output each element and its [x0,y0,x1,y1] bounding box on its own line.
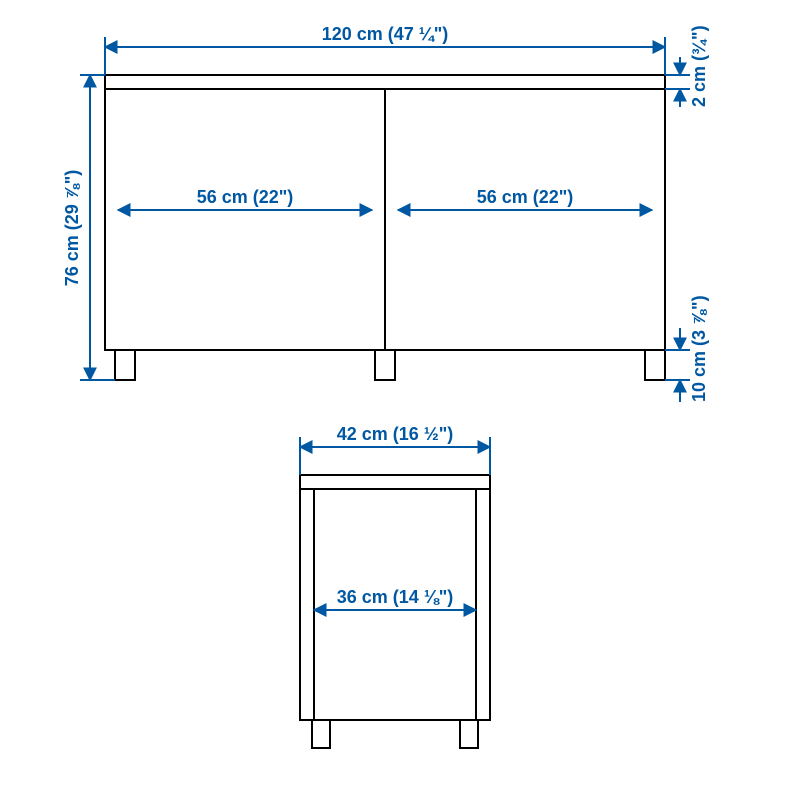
side-leg-2 [460,720,478,748]
front-leg-1 [115,350,135,380]
dim-inner-depth: 36 cm (14 ⅛") [314,587,476,610]
dim-total-width-label: 120 cm (47 ¼") [322,24,449,44]
dim-door-right: 56 cm (22") [398,187,652,210]
dim-total-height-label: 76 cm (29 ⅞") [62,170,82,287]
dim-total-width: 120 cm (47 ¼") [105,24,665,75]
dim-door-left: 56 cm (22") [118,187,372,210]
side-view: 42 cm (16 ½") 36 cm (14 ⅛") [300,424,490,748]
dim-inner-depth-label: 36 cm (14 ⅛") [337,587,454,607]
dim-door-left-label: 56 cm (22") [197,187,294,207]
front-view: 120 cm (47 ¼") 76 cm (29 ⅞") 2 cm (¾") 1… [62,24,709,402]
dim-leg-height-label: 10 cm (3 ⅞") [689,295,709,402]
dim-top-gap-label: 2 cm (¾") [689,25,709,107]
dim-top-gap: 2 cm (¾") [665,25,709,107]
dim-door-right-label: 56 cm (22") [477,187,574,207]
dim-total-height: 76 cm (29 ⅞") [62,75,115,380]
front-leg-2 [375,350,395,380]
furniture-dimension-diagram: 120 cm (47 ¼") 76 cm (29 ⅞") 2 cm (¾") 1… [0,0,790,790]
front-leg-3 [645,350,665,380]
dim-total-depth: 42 cm (16 ½") [300,424,490,475]
dim-total-depth-label: 42 cm (16 ½") [337,424,454,444]
side-leg-1 [312,720,330,748]
dim-leg-height: 10 cm (3 ⅞") [665,295,709,402]
